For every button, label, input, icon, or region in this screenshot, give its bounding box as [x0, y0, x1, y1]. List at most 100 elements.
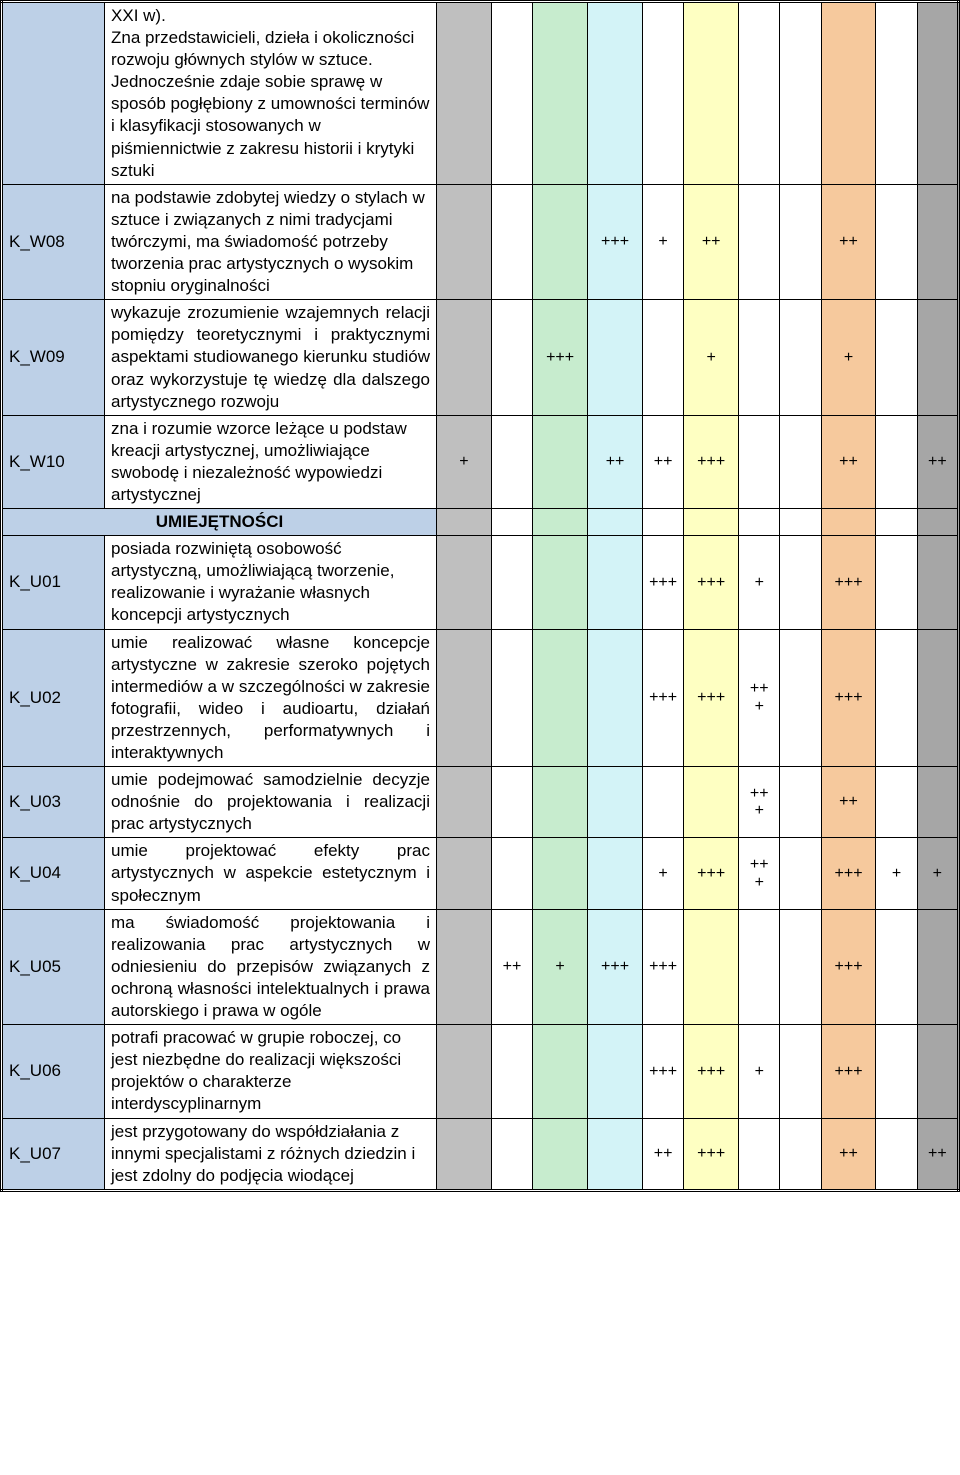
mark-cell: +++ [739, 838, 780, 909]
mark-cell [684, 2, 739, 185]
mark-cell [780, 909, 821, 1024]
mark-cell [491, 767, 532, 838]
table-row: K_U04umie projektować efekty prac artyst… [2, 838, 959, 909]
outcome-code: K_U04 [2, 838, 105, 909]
mark-cell: ++ [821, 767, 876, 838]
mark-cell [780, 300, 821, 415]
mark-cell [739, 509, 780, 536]
mark-cell: + [643, 184, 684, 299]
mark-cell: ++ [821, 415, 876, 508]
mark-cell [436, 2, 491, 185]
mark-cell [917, 629, 958, 767]
mark-cell [780, 509, 821, 536]
mark-cell [876, 415, 917, 508]
mark-cell [876, 184, 917, 299]
mark-cell [436, 629, 491, 767]
mark-cell [739, 300, 780, 415]
mark-cell: ++ [917, 415, 958, 508]
mark-cell: + [533, 909, 588, 1024]
mark-cell [780, 767, 821, 838]
mark-cell: ++ [821, 1118, 876, 1190]
outcome-description: jest przygotowany do współdziałania z in… [105, 1118, 437, 1190]
mark-cell [436, 1025, 491, 1118]
mark-cell [436, 767, 491, 838]
mark-cell [917, 509, 958, 536]
mark-cell: ++ [821, 184, 876, 299]
mark-cell [533, 415, 588, 508]
mark-cell: ++ [588, 415, 643, 508]
mark-cell [780, 415, 821, 508]
mark-cell [533, 629, 588, 767]
table-row: K_W09wykazuje zrozumienie wzajemnych rel… [2, 300, 959, 415]
table-row: K_U01posiada rozwiniętą osobowość artyst… [2, 536, 959, 629]
mark-cell [588, 509, 643, 536]
mark-cell: + [917, 838, 958, 909]
mark-cell [917, 2, 958, 185]
mark-cell [436, 184, 491, 299]
mark-cell: +++ [684, 838, 739, 909]
mark-cell: +++ [643, 909, 684, 1024]
outcome-description: umie realizować własne koncepcje artysty… [105, 629, 437, 767]
table-row: XXI w).Zna przedstawicieli, dzieła i oko… [2, 2, 959, 185]
mark-cell [917, 536, 958, 629]
mark-cell [491, 415, 532, 508]
mark-cell [876, 300, 917, 415]
outcome-code [2, 2, 105, 185]
mark-cell [588, 300, 643, 415]
mark-cell: +++ [821, 838, 876, 909]
mark-cell [436, 909, 491, 1024]
mark-cell [917, 767, 958, 838]
mark-cell [643, 300, 684, 415]
mark-cell [876, 509, 917, 536]
outcome-description: na podstawie zdobytej wiedzy o stylach w… [105, 184, 437, 299]
outcome-code: K_W09 [2, 300, 105, 415]
mark-cell [588, 536, 643, 629]
mark-cell: +++ [684, 415, 739, 508]
mark-cell [491, 838, 532, 909]
table-row: K_U07jest przygotowany do współdziałania… [2, 1118, 959, 1190]
mark-cell [876, 536, 917, 629]
outcome-description: posiada rozwiniętą osobowość artystyczną… [105, 536, 437, 629]
outcome-code: K_U07 [2, 1118, 105, 1190]
outcome-description: umie projektować efekty prac artystyczny… [105, 838, 437, 909]
mark-cell: + [436, 415, 491, 508]
mark-cell [821, 2, 876, 185]
mark-cell [739, 909, 780, 1024]
outcome-code: K_W10 [2, 415, 105, 508]
mark-cell: + [643, 838, 684, 909]
mark-cell [876, 1118, 917, 1190]
mark-cell [643, 2, 684, 185]
outcome-code: K_U03 [2, 767, 105, 838]
mark-cell [739, 184, 780, 299]
mark-cell: +++ [739, 629, 780, 767]
mark-cell [491, 300, 532, 415]
mark-cell [780, 629, 821, 767]
mark-cell [643, 509, 684, 536]
mark-cell: + [876, 838, 917, 909]
mark-cell [491, 184, 532, 299]
mark-cell: +++ [821, 629, 876, 767]
outcome-code: K_U01 [2, 536, 105, 629]
outcome-code: K_U05 [2, 909, 105, 1024]
mark-cell: + [684, 300, 739, 415]
mark-cell [533, 2, 588, 185]
mark-cell: +++ [684, 1118, 739, 1190]
mark-cell: + [739, 1025, 780, 1118]
mark-cell [533, 838, 588, 909]
table-row: K_W08na podstawie zdobytej wiedzy o styl… [2, 184, 959, 299]
mark-cell: + [821, 300, 876, 415]
mark-cell [533, 184, 588, 299]
mark-cell [821, 509, 876, 536]
mark-cell: +++ [588, 909, 643, 1024]
outcome-description: XXI w).Zna przedstawicieli, dzieła i oko… [105, 2, 437, 185]
mark-cell [684, 509, 739, 536]
mark-cell [533, 536, 588, 629]
mark-cell [436, 509, 491, 536]
mark-cell [780, 184, 821, 299]
mark-cell [533, 509, 588, 536]
mark-cell: ++ [684, 184, 739, 299]
mark-cell [780, 2, 821, 185]
outcome-description: wykazuje zrozumienie wzajemnych relacji … [105, 300, 437, 415]
outcome-code: K_W08 [2, 184, 105, 299]
mark-cell [588, 1025, 643, 1118]
